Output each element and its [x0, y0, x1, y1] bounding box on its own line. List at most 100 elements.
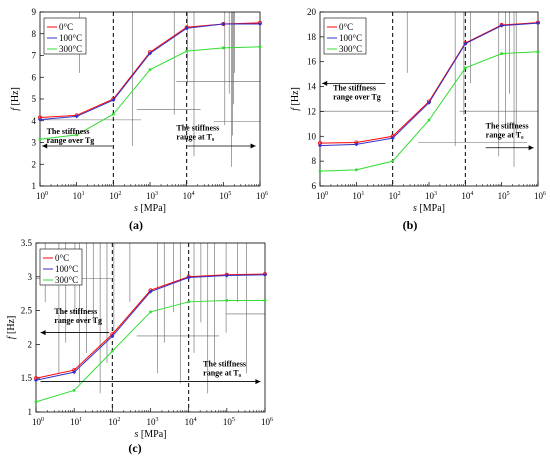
x-tick-label: 105 — [219, 191, 231, 201]
data-point — [263, 272, 267, 277]
x-axis-label: s [MPa] — [413, 203, 445, 214]
x-tick-label: 106 — [261, 417, 273, 427]
arrow-head — [250, 143, 256, 149]
x-tick-label: 106 — [256, 191, 268, 201]
y-tick-label: 6 — [312, 181, 317, 191]
data-point — [390, 136, 395, 141]
annotation-text: range over Tg — [333, 92, 381, 101]
panel-caption: (b) — [403, 218, 418, 232]
data-point — [74, 114, 79, 119]
y-tick-label: 18 — [307, 32, 317, 42]
y-tick-label: 5 — [32, 94, 37, 104]
data-point — [536, 50, 540, 54]
legend-label: 100°C — [339, 33, 362, 43]
y-tick-label: 2 — [28, 339, 33, 349]
data-point — [111, 349, 114, 353]
data-point — [187, 300, 190, 304]
arrow-head — [42, 143, 48, 149]
legend-label: 0°C — [339, 22, 353, 32]
legend-label: 100°C — [55, 264, 78, 274]
data-point — [148, 289, 153, 294]
y-tick-label: 16 — [307, 57, 317, 67]
x-tick-label: 102 — [108, 417, 120, 427]
y-tick-label: 8 — [312, 156, 317, 166]
x-tick-label: 102 — [109, 191, 121, 201]
legend-box — [323, 17, 367, 55]
data-point — [224, 273, 229, 278]
arrow-head — [255, 379, 261, 385]
x-tick-label: 100 — [36, 191, 48, 201]
chart-panel-2: 100 101 102 103 104 105 106 6 8 10 12 14 16 18 20 s [MP… — [290, 7, 546, 232]
background-lines — [40, 12, 260, 167]
annotation-text: The stiffness — [333, 83, 376, 92]
annotation-text: The stiffness — [47, 127, 90, 136]
y-tick-label: 1 — [28, 407, 33, 417]
data-point — [110, 334, 115, 339]
arrow-head — [528, 145, 534, 151]
data-point — [500, 52, 503, 55]
x-axis-label: s [MPa] — [134, 203, 166, 214]
y-tick-label: 2.5 — [21, 306, 33, 316]
data-point — [38, 137, 42, 141]
y-tick-label: 3 — [32, 138, 37, 148]
data-point — [499, 23, 504, 28]
data-point — [185, 49, 188, 53]
annotation-text: range at T₀ — [203, 368, 241, 377]
y-tick-label: 4 — [32, 116, 37, 126]
data-point — [222, 46, 225, 50]
legend-label: 0°C — [59, 22, 73, 32]
data-point — [355, 168, 358, 172]
data-point — [463, 41, 468, 46]
x-tick-label: 100 — [32, 417, 44, 427]
panel-caption: (c) — [128, 441, 141, 455]
series-line-2 — [39, 46, 261, 140]
data-point — [225, 299, 229, 302]
annotation-text: The stiffness — [54, 307, 97, 316]
x-tick-label: 104 — [461, 191, 473, 201]
y-tick-label: 12 — [307, 106, 316, 116]
data-point — [258, 21, 262, 26]
data-point — [536, 21, 540, 26]
y-axis-label: f [Hz] — [6, 316, 17, 340]
x-tick-label: 104 — [183, 191, 195, 201]
data-point — [34, 378, 38, 383]
legend-label: 300°C — [55, 275, 78, 285]
x-tick-label: 100 — [316, 191, 328, 201]
data-point — [75, 133, 78, 137]
legend-label: 300°C — [339, 44, 362, 54]
data-point — [427, 118, 431, 122]
x-tick-label: 103 — [147, 417, 159, 427]
y-tick-label: 6 — [32, 72, 37, 82]
annotation-text: The stiffness — [203, 359, 246, 368]
y-tick-label: 14 — [307, 82, 317, 92]
data-point — [186, 275, 191, 280]
data-point — [38, 117, 42, 122]
x-tick-label: 101 — [73, 191, 85, 201]
data-point — [354, 142, 359, 147]
data-point — [111, 98, 116, 103]
x-tick-label: 105 — [223, 417, 235, 427]
data-point — [391, 159, 394, 163]
arrow-head — [40, 330, 46, 336]
y-tick-label: 20 — [307, 7, 317, 17]
data-point — [221, 21, 226, 26]
y-tick-label: 3.5 — [21, 238, 33, 248]
annotation-text: range over Tg — [54, 316, 102, 325]
annotation-text: The stiffness — [176, 123, 219, 132]
y-tick-label: 9 — [32, 7, 37, 17]
annotation-text: range at T₀ — [176, 132, 214, 141]
data-point — [427, 100, 431, 105]
x-tick-label: 105 — [498, 191, 510, 201]
y-tick-label: 10 — [307, 131, 317, 141]
data-point — [263, 299, 267, 302]
annotation-text: range over Tg — [47, 136, 95, 145]
panel-caption: (a) — [129, 218, 143, 232]
y-tick-label: 2 — [32, 159, 37, 169]
data-point — [258, 45, 262, 49]
x-tick-label: 104 — [185, 417, 197, 427]
y-tick-label: 8 — [32, 29, 37, 39]
legend-label: 300°C — [59, 44, 82, 54]
